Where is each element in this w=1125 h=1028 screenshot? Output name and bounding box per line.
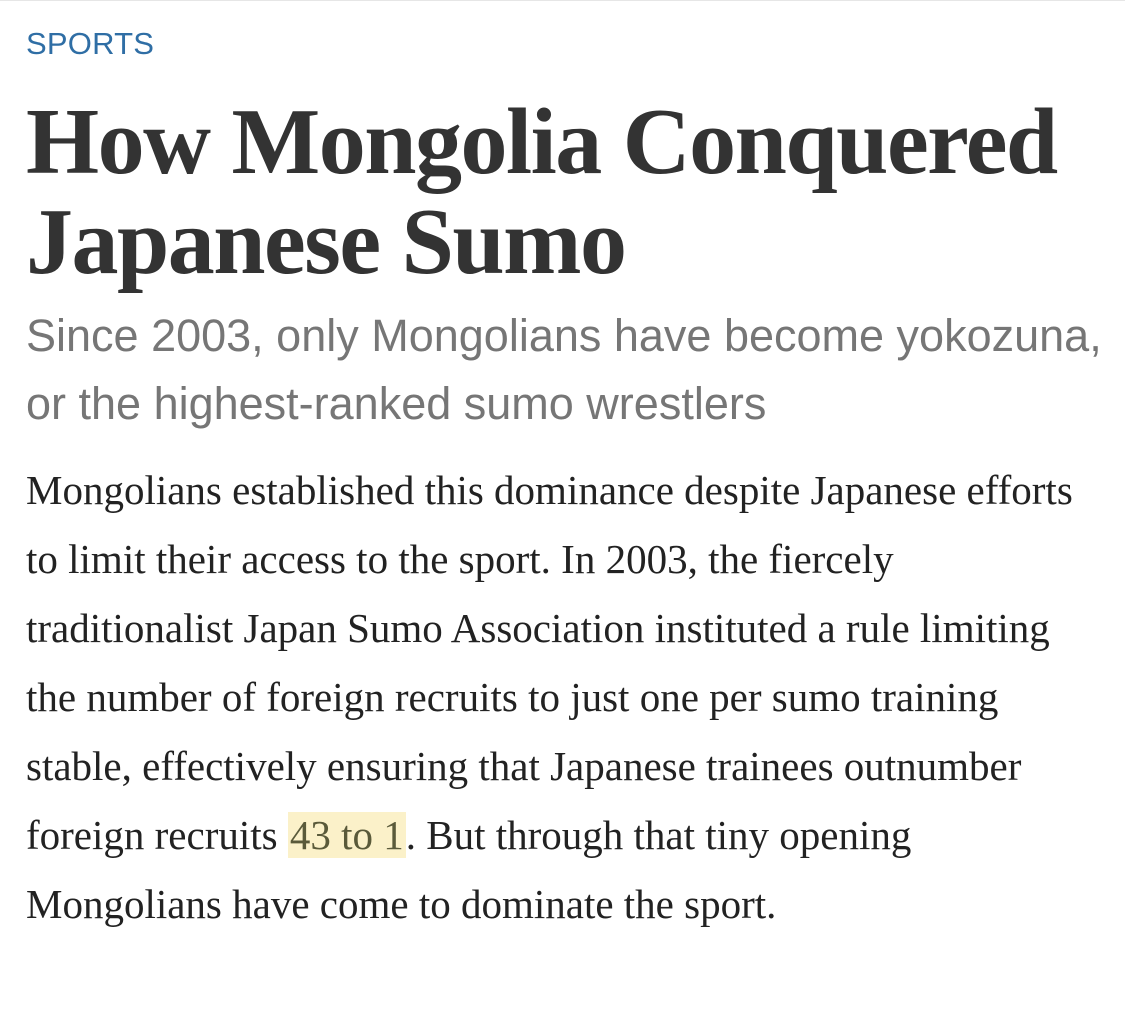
article-paragraph: Mongolians established this dominance de… (26, 456, 1106, 939)
paragraph-text-end: . But through that tiny opening Mongolia… (26, 812, 912, 927)
paragraph-text-start: Mongolians established this dominance de… (26, 467, 1073, 858)
article-dek: Since 2003, only Mongolians have become … (26, 310, 1102, 429)
article-headline: How Mongolia Conquered Japanese Sumo (26, 90, 1058, 294)
highlighted-link[interactable]: 43 to 1 (287, 812, 406, 858)
article: SPORTS How Mongolia Conquered Japanese S… (26, 24, 1106, 939)
section-link-sports[interactable]: SPORTS (26, 26, 155, 61)
top-divider (0, 0, 1125, 1)
